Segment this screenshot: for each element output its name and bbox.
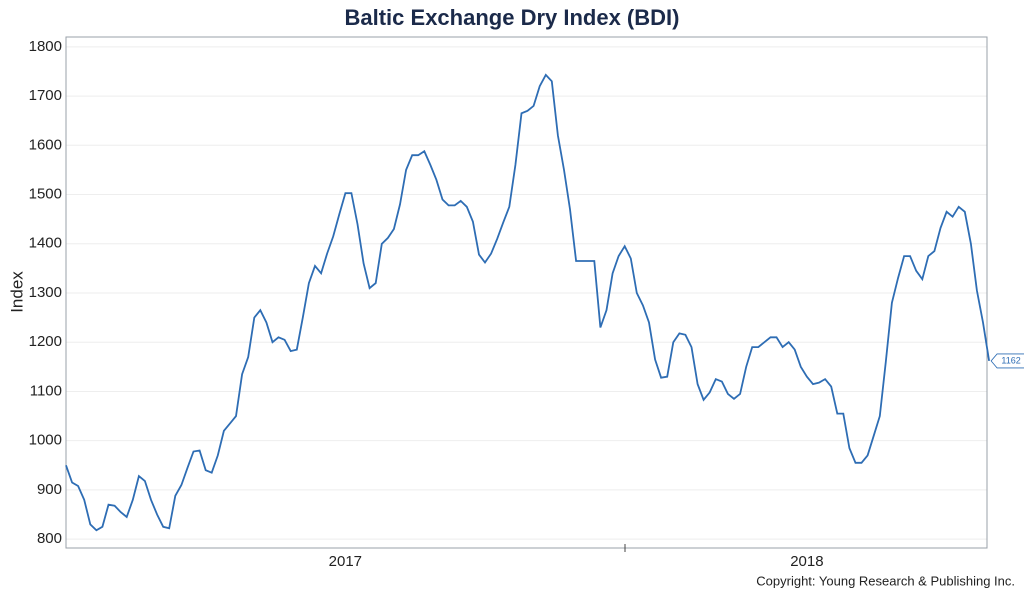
y-tick-label: 800 (37, 530, 62, 547)
y-tick-label: 1600 (29, 136, 62, 153)
y-tick-label: 1500 (29, 186, 62, 203)
y-tick-label: 900 (37, 481, 62, 498)
chart-title: Baltic Exchange Dry Index (BDI) (345, 5, 680, 30)
plot-frame (65, 36, 988, 549)
end-label-box (990, 353, 1024, 369)
y-tick-label: 1200 (29, 333, 62, 350)
y-tick-label: 1700 (29, 87, 62, 104)
y-tick-label: 1100 (30, 382, 62, 399)
end-value-label: 1162 (1001, 355, 1020, 365)
y-tick-label: 1400 (29, 235, 62, 252)
y-axis-label: Index (7, 271, 26, 313)
y-tick-label: 1000 (29, 432, 62, 449)
data-line (65, 73, 990, 532)
x-tick-label: 2018 (790, 553, 823, 570)
y-tick-label: 1300 (29, 284, 62, 301)
copyright: Copyright: Young Research & Publishing I… (756, 573, 1015, 588)
y-tick-label: 1800 (29, 38, 62, 55)
x-tick-label: 2017 (329, 553, 362, 570)
grid (66, 46, 987, 540)
